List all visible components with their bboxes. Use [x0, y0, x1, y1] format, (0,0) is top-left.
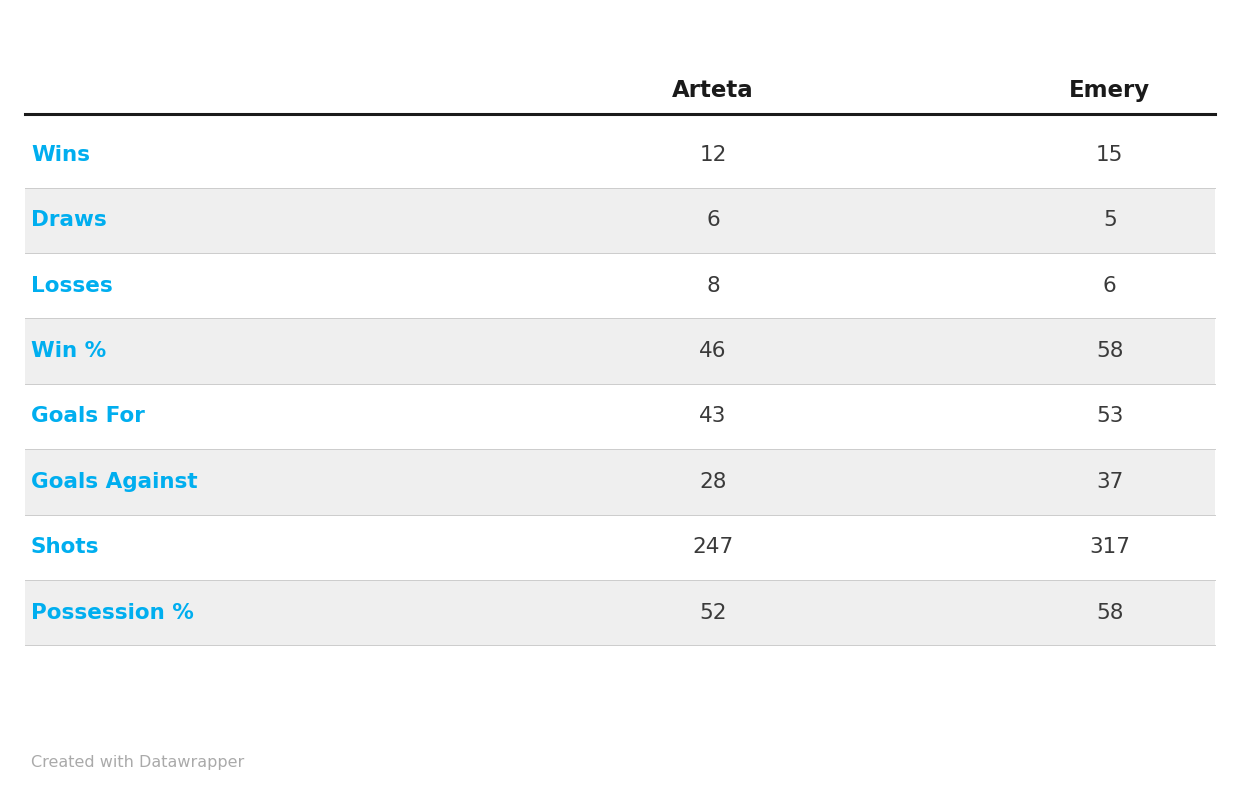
- FancyBboxPatch shape: [25, 318, 1215, 384]
- Text: Goals Against: Goals Against: [31, 472, 197, 492]
- FancyBboxPatch shape: [25, 253, 1215, 318]
- Text: 8: 8: [706, 276, 720, 296]
- FancyBboxPatch shape: [25, 384, 1215, 449]
- Text: 5: 5: [1102, 210, 1117, 230]
- Text: 37: 37: [1096, 472, 1123, 492]
- Text: Emery: Emery: [1069, 79, 1151, 102]
- Text: Created with Datawrapper: Created with Datawrapper: [31, 755, 244, 771]
- FancyBboxPatch shape: [25, 580, 1215, 645]
- Text: 53: 53: [1096, 407, 1123, 426]
- Text: 46: 46: [699, 341, 727, 361]
- Text: Arteta: Arteta: [672, 79, 754, 102]
- Text: 43: 43: [699, 407, 727, 426]
- Text: Possession %: Possession %: [31, 603, 193, 623]
- Text: 247: 247: [692, 537, 734, 557]
- Text: 15: 15: [1096, 145, 1123, 165]
- FancyBboxPatch shape: [25, 188, 1215, 253]
- Text: 52: 52: [699, 603, 727, 623]
- FancyBboxPatch shape: [25, 449, 1215, 515]
- Text: 6: 6: [706, 210, 720, 230]
- Text: Shots: Shots: [31, 537, 99, 557]
- Text: 6: 6: [1102, 276, 1117, 296]
- Text: Wins: Wins: [31, 145, 91, 165]
- Text: 58: 58: [1096, 603, 1123, 623]
- Text: 28: 28: [699, 472, 727, 492]
- FancyBboxPatch shape: [25, 515, 1215, 580]
- Text: Losses: Losses: [31, 276, 113, 296]
- Text: 58: 58: [1096, 341, 1123, 361]
- Text: Win %: Win %: [31, 341, 107, 361]
- Text: 317: 317: [1089, 537, 1131, 557]
- Text: Draws: Draws: [31, 210, 107, 230]
- FancyBboxPatch shape: [25, 122, 1215, 188]
- Text: 12: 12: [699, 145, 727, 165]
- Text: Goals For: Goals For: [31, 407, 145, 426]
